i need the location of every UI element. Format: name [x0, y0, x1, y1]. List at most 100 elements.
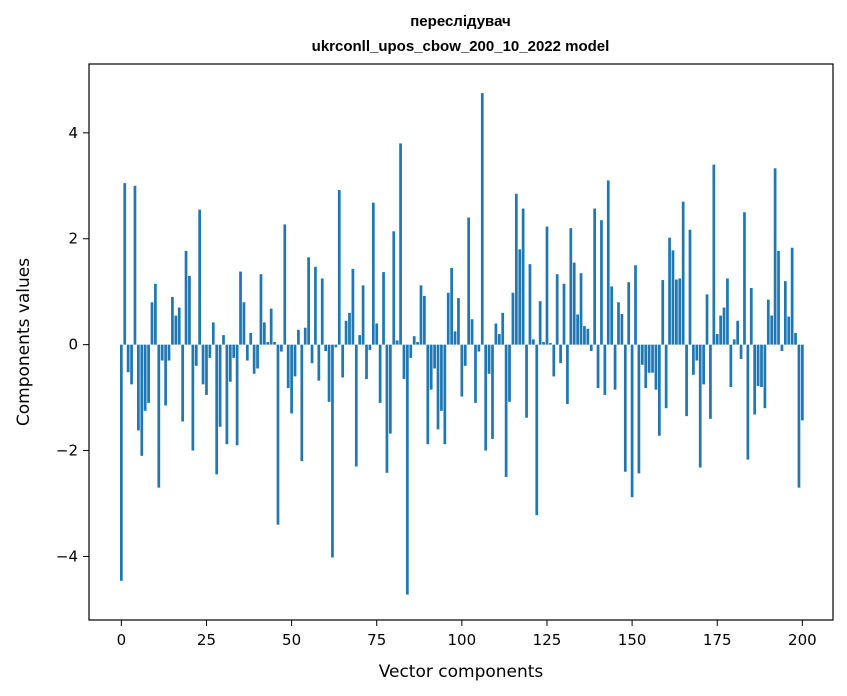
bar: [225, 344, 229, 445]
bar: [171, 296, 174, 345]
bar: [314, 266, 317, 345]
x-tick-label: 125: [533, 631, 562, 649]
bar: [266, 342, 270, 345]
bar: [392, 231, 396, 345]
bar: [474, 344, 477, 403]
bar: [126, 344, 130, 373]
x-tick-label: 100: [448, 631, 477, 649]
bar: [671, 250, 675, 345]
bar: [651, 344, 654, 373]
bar: [603, 344, 607, 395]
bar: [201, 344, 205, 385]
bar: [783, 281, 787, 345]
bar: [317, 344, 321, 381]
bar: [790, 247, 794, 345]
bar: [521, 208, 525, 345]
bar: [719, 315, 722, 345]
bar: [409, 344, 413, 358]
bar: [457, 298, 460, 345]
bar: [280, 344, 283, 352]
bar: [692, 344, 695, 375]
bar: [637, 344, 641, 474]
y-tick-label: 2: [68, 230, 78, 248]
bar: [354, 344, 358, 467]
bar: [290, 344, 293, 414]
bar: [606, 180, 610, 345]
bar: [576, 314, 579, 345]
bar: [429, 344, 433, 390]
bar: [123, 183, 127, 345]
y-tick-label: 4: [68, 124, 78, 142]
bar: [705, 294, 709, 345]
bar: [446, 292, 450, 345]
bar: [542, 342, 545, 345]
bar: [797, 344, 801, 488]
bar: [137, 344, 140, 431]
bar: [399, 143, 402, 345]
bar: [613, 344, 617, 390]
bar: [661, 280, 665, 345]
bar: [630, 344, 634, 498]
bar: [273, 342, 276, 345]
x-tick-label: 175: [703, 631, 732, 649]
bar: [276, 344, 280, 525]
bar: [494, 323, 498, 345]
bar: [331, 344, 334, 558]
bar: [780, 344, 784, 352]
bar: [194, 344, 198, 366]
bar: [423, 295, 426, 345]
bar: [467, 217, 471, 345]
x-tick-label: 25: [197, 631, 216, 649]
bar: [222, 335, 225, 345]
bar: [729, 344, 733, 388]
bar: [760, 344, 763, 388]
bar: [368, 344, 372, 350]
bar: [746, 344, 750, 460]
bar: [307, 257, 310, 345]
bar: [518, 249, 522, 345]
bar: [562, 283, 566, 345]
bar: [242, 302, 246, 345]
bar: [419, 285, 423, 345]
bar: [610, 286, 614, 345]
bar: [215, 344, 219, 475]
bar: [245, 344, 249, 361]
bar: [167, 344, 171, 361]
bar: [770, 315, 774, 345]
bar: [501, 312, 505, 345]
bar: [293, 344, 297, 377]
bar: [443, 344, 447, 445]
bar: [218, 344, 222, 427]
bar: [140, 344, 144, 456]
bar: [535, 344, 539, 516]
bar: [777, 250, 780, 345]
bar: [181, 344, 185, 422]
bar: [647, 344, 651, 373]
bar: [205, 344, 208, 395]
bar: [395, 340, 399, 345]
bar: [249, 332, 253, 345]
bar: [198, 209, 202, 345]
x-tick-label: 50: [282, 631, 301, 649]
bar: [433, 344, 436, 369]
bar: [566, 344, 569, 404]
bar: [388, 344, 392, 434]
bar: [634, 265, 637, 345]
bar: [732, 339, 736, 345]
bar: [470, 319, 474, 345]
bars-group: [119, 93, 804, 595]
x-tick-label: 200: [788, 631, 817, 649]
bar: [269, 308, 273, 345]
bar: [310, 344, 314, 364]
bar: [348, 312, 351, 345]
bar: [300, 344, 304, 462]
bar: [337, 190, 341, 345]
bar: [259, 274, 263, 345]
x-axis-ticks: 0 25 50 75 100 125 150 175 200: [117, 620, 817, 649]
bar: [416, 342, 419, 345]
bar: [375, 323, 379, 345]
bar: [385, 344, 389, 473]
bar: [235, 344, 239, 446]
bar: [164, 344, 167, 406]
